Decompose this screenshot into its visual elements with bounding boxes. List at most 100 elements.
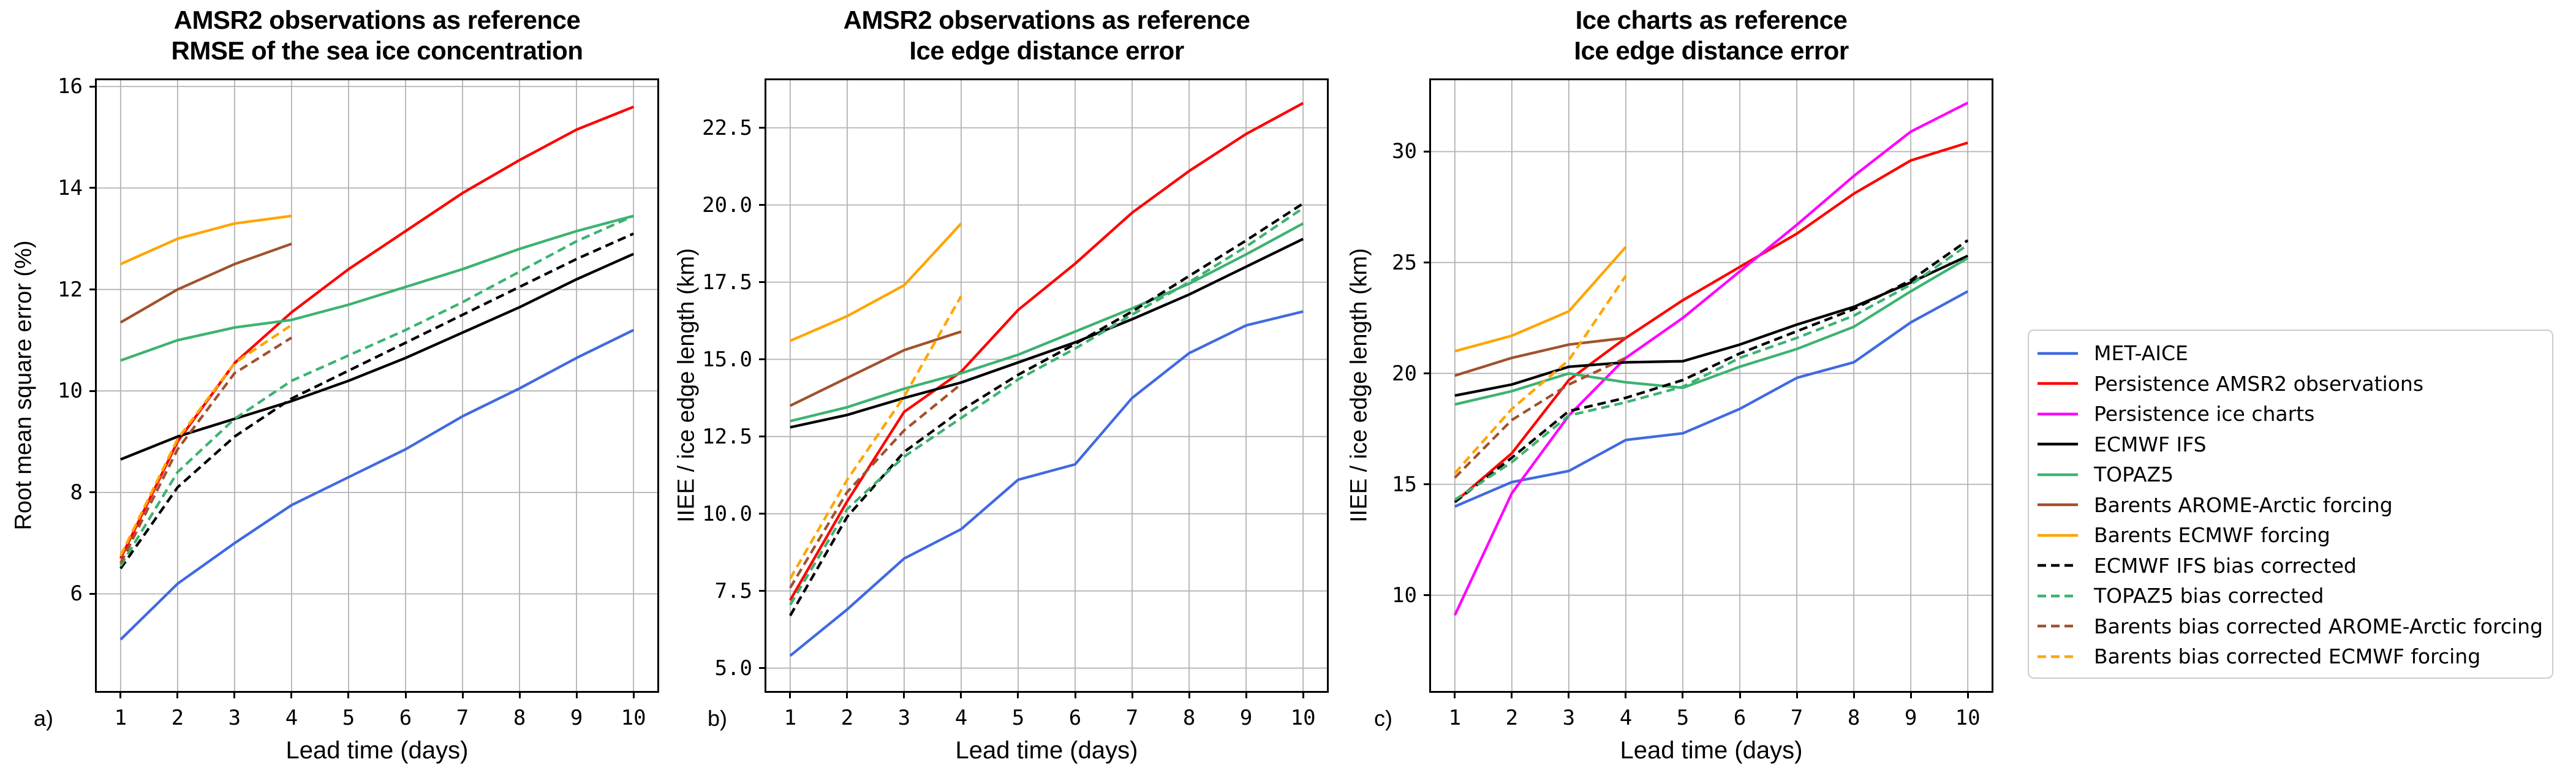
x-tick-label: 7 [1125,706,1139,730]
y-tick-label: 14 [58,175,83,200]
x-tick-label: 4 [1619,706,1633,730]
series-barents-bias-corrected-ecmwf-forcing [119,323,293,557]
x-tick-mark [846,693,848,698]
legend-label: TOPAZ5 bias corrected [2094,584,2324,608]
legend-dashed-line-swatch [2038,625,2078,628]
y-tick-mark [759,667,765,670]
x-tick-label: 4 [285,706,298,730]
panel-c-xlabel: Lead time (days) [1620,737,1803,764]
x-tick-mark [1966,693,1969,698]
panel-a-letter: a) [34,706,54,731]
legend-row: TOPAZ5 [2038,459,2546,490]
series-topaz5 [1454,257,1969,406]
series-persistence-amsr2-observations [789,102,1304,601]
x-tick-label: 10 [621,706,646,730]
series-met-aice [789,310,1304,657]
panel-c-title-line2: Ice edge distance error [1574,36,1849,65]
y-tick-label: 6 [70,581,83,606]
panel-a-title: AMSR2 observations as reference RMSE of … [95,5,659,66]
y-tick-mark [89,592,95,595]
y-tick-label: 7.5 [714,578,752,603]
legend-row: ECMWF IFS [2038,429,2546,460]
x-tick-mark [1625,693,1627,698]
y-tick-mark [1424,150,1429,153]
plot-area-a [95,78,659,693]
series-persistence-amsr2-observations [119,105,634,559]
series-ecmwf-ifs-bias-corrected [1454,239,1969,504]
legend-dashed-line-swatch [2038,564,2078,567]
series-topaz5-bias-corrected [789,206,1304,606]
x-tick-mark [632,693,635,698]
x-tick-label: 9 [1904,706,1917,730]
legend-row: Barents ECMWF forcing [2038,520,2546,551]
y-tick-label: 12 [58,277,83,302]
y-tick-mark [89,187,95,189]
x-tick-mark [1568,693,1570,698]
y-tick-mark [759,281,765,284]
x-tick-label: 10 [1955,706,1981,730]
series-topaz5 [120,214,634,362]
series-met-aice [119,328,635,641]
x-tick-label: 3 [228,706,241,730]
series-ecmwf-ifs-bias-corrected [119,232,635,570]
legend-label: Barents AROME-Arctic forcing [2094,493,2393,517]
y-tick-label: 10.0 [702,501,752,526]
x-tick-mark [1796,693,1798,698]
legend-row: Barents bias corrected ECMWF forcing [2038,641,2546,672]
series-barents-bias-corrected-arome-arctic-forcing [1454,357,1626,479]
y-tick-label: 30 [1392,139,1417,164]
x-tick-mark [1131,693,1133,698]
series-persistence-amsr2-observations [1454,141,1968,504]
x-tick-label: 5 [1676,706,1690,730]
x-tick-mark [347,693,350,698]
x-tick-mark [960,693,962,698]
panel-b-xlabel: Lead time (days) [955,737,1138,764]
series-persistence-ice-charts [1453,101,1969,616]
x-tick-mark [1188,693,1190,698]
plot-area-c [1429,78,1993,693]
series-ecmwf-ifs [120,252,635,461]
y-tick-label: 15 [1392,472,1417,497]
series-barents-bias-corrected-arome-arctic-forcing [789,383,962,589]
x-tick-mark [1302,693,1304,698]
series-barents-arome-arctic-forcing [119,242,292,324]
x-tick-label: 1 [114,706,127,730]
x-tick-mark [1017,693,1019,698]
series-barents-ecmwf-forcing [790,222,962,342]
x-tick-label: 3 [897,706,911,730]
x-tick-mark [518,693,521,698]
series-ecmwf-ifs [790,238,1304,429]
x-tick-mark [1909,693,1912,698]
x-tick-mark [119,693,122,698]
x-tick-mark [461,693,464,698]
x-tick-mark [176,693,179,698]
x-tick-label: 7 [1790,706,1804,730]
y-tick-label: 8 [70,480,83,505]
series-barents-bias-corrected-ecmwf-forcing [789,295,962,579]
legend-dashed-line-swatch [2038,594,2078,597]
y-tick-label: 15.0 [702,347,752,372]
x-tick-label: 8 [513,706,526,730]
series-barents-arome-arctic-forcing [789,330,962,407]
y-tick-label: 20 [1392,361,1417,386]
x-tick-mark [404,693,407,698]
panel-b-letter: b) [708,706,728,731]
legend-line-swatch [2038,382,2078,385]
series-ecmwf-ifs-bias-corrected [789,202,1304,617]
series-topaz5 [790,222,1304,423]
y-tick-label: 5.0 [714,655,752,681]
y-tick-mark [89,390,95,392]
plot-area-b [765,78,1329,693]
x-tick-label: 8 [1182,706,1196,730]
x-tick-mark [1682,693,1684,698]
x-tick-label: 5 [342,706,355,730]
y-tick-mark [1424,483,1429,486]
legend-row: ECMWF IFS bias corrected [2038,551,2546,581]
x-tick-mark [1074,693,1076,698]
panel-a-title-line1: AMSR2 observations as reference [173,6,581,34]
series-ecmwf-ifs [1454,254,1969,397]
y-tick-label: 12.5 [702,424,752,449]
panel-c-title: Ice charts as reference Ice edge distanc… [1429,5,1993,66]
legend-row: Persistence AMSR2 observations [2038,369,2546,399]
series-barents-ecmwf-forcing [1454,246,1627,353]
